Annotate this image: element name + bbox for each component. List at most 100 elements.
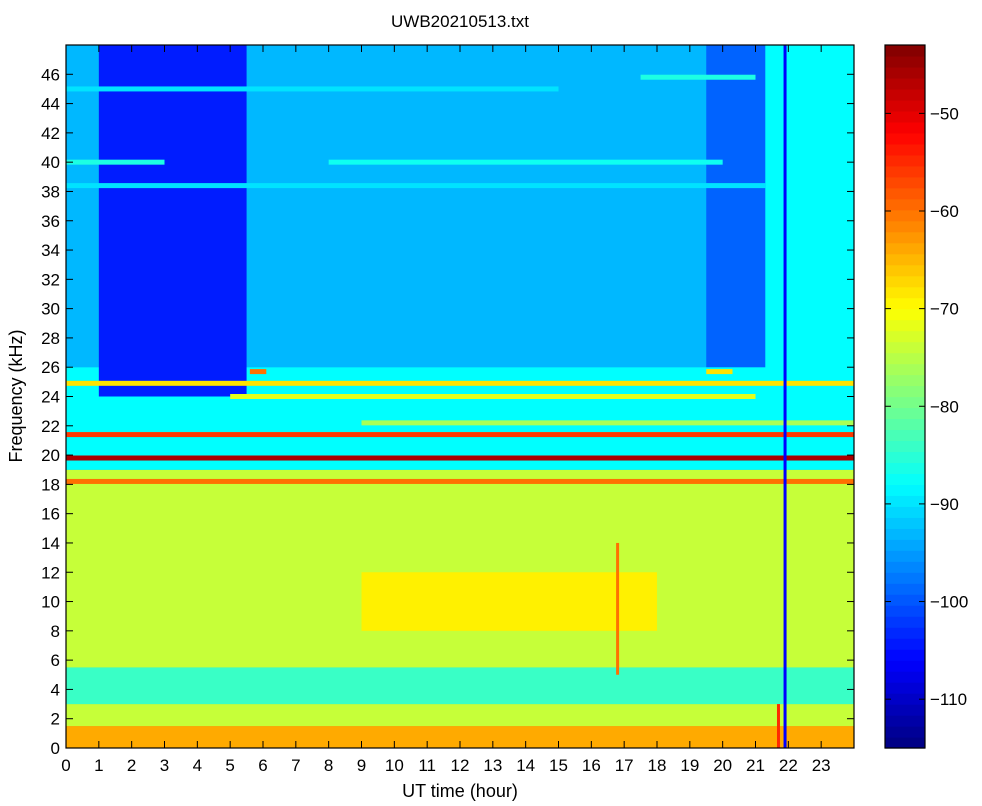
colorbar-band xyxy=(885,297,925,310)
y-axis-label: Frequency (kHz) xyxy=(6,329,26,462)
chart-title: UWB20210513.txt xyxy=(391,12,529,31)
colorbar-band xyxy=(885,121,925,134)
y-tick-label: 16 xyxy=(41,505,60,524)
emission-line xyxy=(706,369,733,375)
y-tick-label: 4 xyxy=(51,680,60,699)
colorbar-band xyxy=(885,110,925,123)
colorbar-band xyxy=(885,627,925,639)
heatmap-region xyxy=(98,45,247,397)
x-tick-label: 11 xyxy=(418,756,436,775)
colorbar-band xyxy=(885,55,925,68)
colorbar-band xyxy=(885,550,925,562)
emission-line xyxy=(66,159,165,165)
x-tick-label: 21 xyxy=(746,756,765,775)
colorbar-band xyxy=(885,88,925,101)
colorbar-tick-label: −70 xyxy=(930,300,959,319)
colorbar-band xyxy=(885,132,925,145)
colorbar-gradient xyxy=(885,45,925,749)
colorbar-band xyxy=(885,286,925,299)
x-tick-label: 8 xyxy=(324,756,333,775)
colorbar-band xyxy=(885,198,925,211)
colorbar-band xyxy=(885,594,925,606)
x-tick-label: 0 xyxy=(61,756,70,775)
x-tick-label: 15 xyxy=(549,756,568,775)
y-tick-label: 2 xyxy=(51,710,60,729)
colorbar-band xyxy=(885,231,925,244)
colorbar-band xyxy=(885,660,925,672)
emission-line xyxy=(640,74,756,80)
heatmap-region xyxy=(66,469,854,668)
heatmap-region xyxy=(765,45,854,382)
x-tick-label: 17 xyxy=(615,756,634,775)
x-tick-label: 2 xyxy=(127,756,136,775)
y-tick-label: 44 xyxy=(41,95,60,114)
y-tick-label: 28 xyxy=(41,329,60,348)
y-tick-label: 22 xyxy=(41,417,60,436)
colorbar-band xyxy=(885,220,925,233)
colorbar-band xyxy=(885,77,925,90)
y-tick-label: 14 xyxy=(41,534,60,553)
colorbar-band xyxy=(885,253,925,266)
x-tick-label: 9 xyxy=(357,756,366,775)
colorbar-band xyxy=(885,605,925,617)
x-tick-label: 1 xyxy=(94,756,103,775)
y-tick-label: 6 xyxy=(51,651,60,670)
x-tick-label: 22 xyxy=(779,756,798,775)
colorbar-band xyxy=(885,407,925,420)
colorbar-band xyxy=(885,396,925,409)
heatmap-region xyxy=(66,667,854,705)
colorbar-band xyxy=(885,572,925,584)
heatmap-region xyxy=(66,704,854,727)
y-axis: 0246810121416182022242628303234363840424… xyxy=(41,65,854,758)
heatmap-layer xyxy=(66,45,854,748)
colorbar-band xyxy=(885,385,925,398)
x-tick-label: 14 xyxy=(516,756,535,775)
colorbar-band xyxy=(885,264,925,277)
emission-line xyxy=(230,394,756,399)
emission-line xyxy=(66,478,854,484)
colorbar-band xyxy=(885,440,925,453)
y-tick-label: 0 xyxy=(51,739,60,758)
emission-line xyxy=(66,183,766,189)
colorbar-band xyxy=(885,693,925,705)
colorbar-band xyxy=(885,45,925,57)
broadband-event xyxy=(783,45,787,748)
colorbar-axis: −110 −100 −90 −80 −70 −60 −50 xyxy=(885,104,968,709)
y-tick-label: 10 xyxy=(41,593,60,612)
colorbar-band xyxy=(885,737,925,749)
colorbar-band xyxy=(885,99,925,112)
y-tick-label: 42 xyxy=(41,124,60,143)
colorbar-band xyxy=(885,682,925,694)
colorbar-band xyxy=(885,583,925,595)
colorbar-band xyxy=(885,561,925,573)
colorbar-band xyxy=(885,418,925,431)
colorbar-band xyxy=(885,363,925,376)
x-tick-label: 20 xyxy=(713,756,732,775)
colorbar-band xyxy=(885,66,925,79)
y-tick-label: 36 xyxy=(41,212,60,231)
colorbar-tick-label: −80 xyxy=(930,397,959,416)
colorbar-band xyxy=(885,352,925,365)
broadband-event xyxy=(776,704,780,748)
colorbar-band xyxy=(885,242,925,255)
x-tick-label: 12 xyxy=(451,756,470,775)
x-tick-label: 3 xyxy=(160,756,169,775)
colorbar-band xyxy=(885,495,925,507)
x-tick-label: 4 xyxy=(193,756,202,775)
colorbar-band xyxy=(885,528,925,540)
y-tick-label: 30 xyxy=(41,300,60,319)
colorbar-band xyxy=(885,649,925,661)
colorbar-band xyxy=(885,143,925,156)
colorbar-tick-label: −50 xyxy=(930,104,959,123)
colorbar: −110 −100 −90 −80 −70 −60 −50 xyxy=(884,44,968,749)
colorbar-band xyxy=(885,517,925,529)
y-tick-label: 46 xyxy=(41,65,60,84)
y-tick-label: 8 xyxy=(51,622,60,641)
colorbar-band xyxy=(885,341,925,354)
colorbar-band xyxy=(885,308,925,321)
y-tick-label: 34 xyxy=(41,241,60,260)
x-tick-label: 5 xyxy=(225,756,234,775)
colorbar-band xyxy=(885,374,925,387)
colorbar-tick-label: −90 xyxy=(930,495,959,514)
